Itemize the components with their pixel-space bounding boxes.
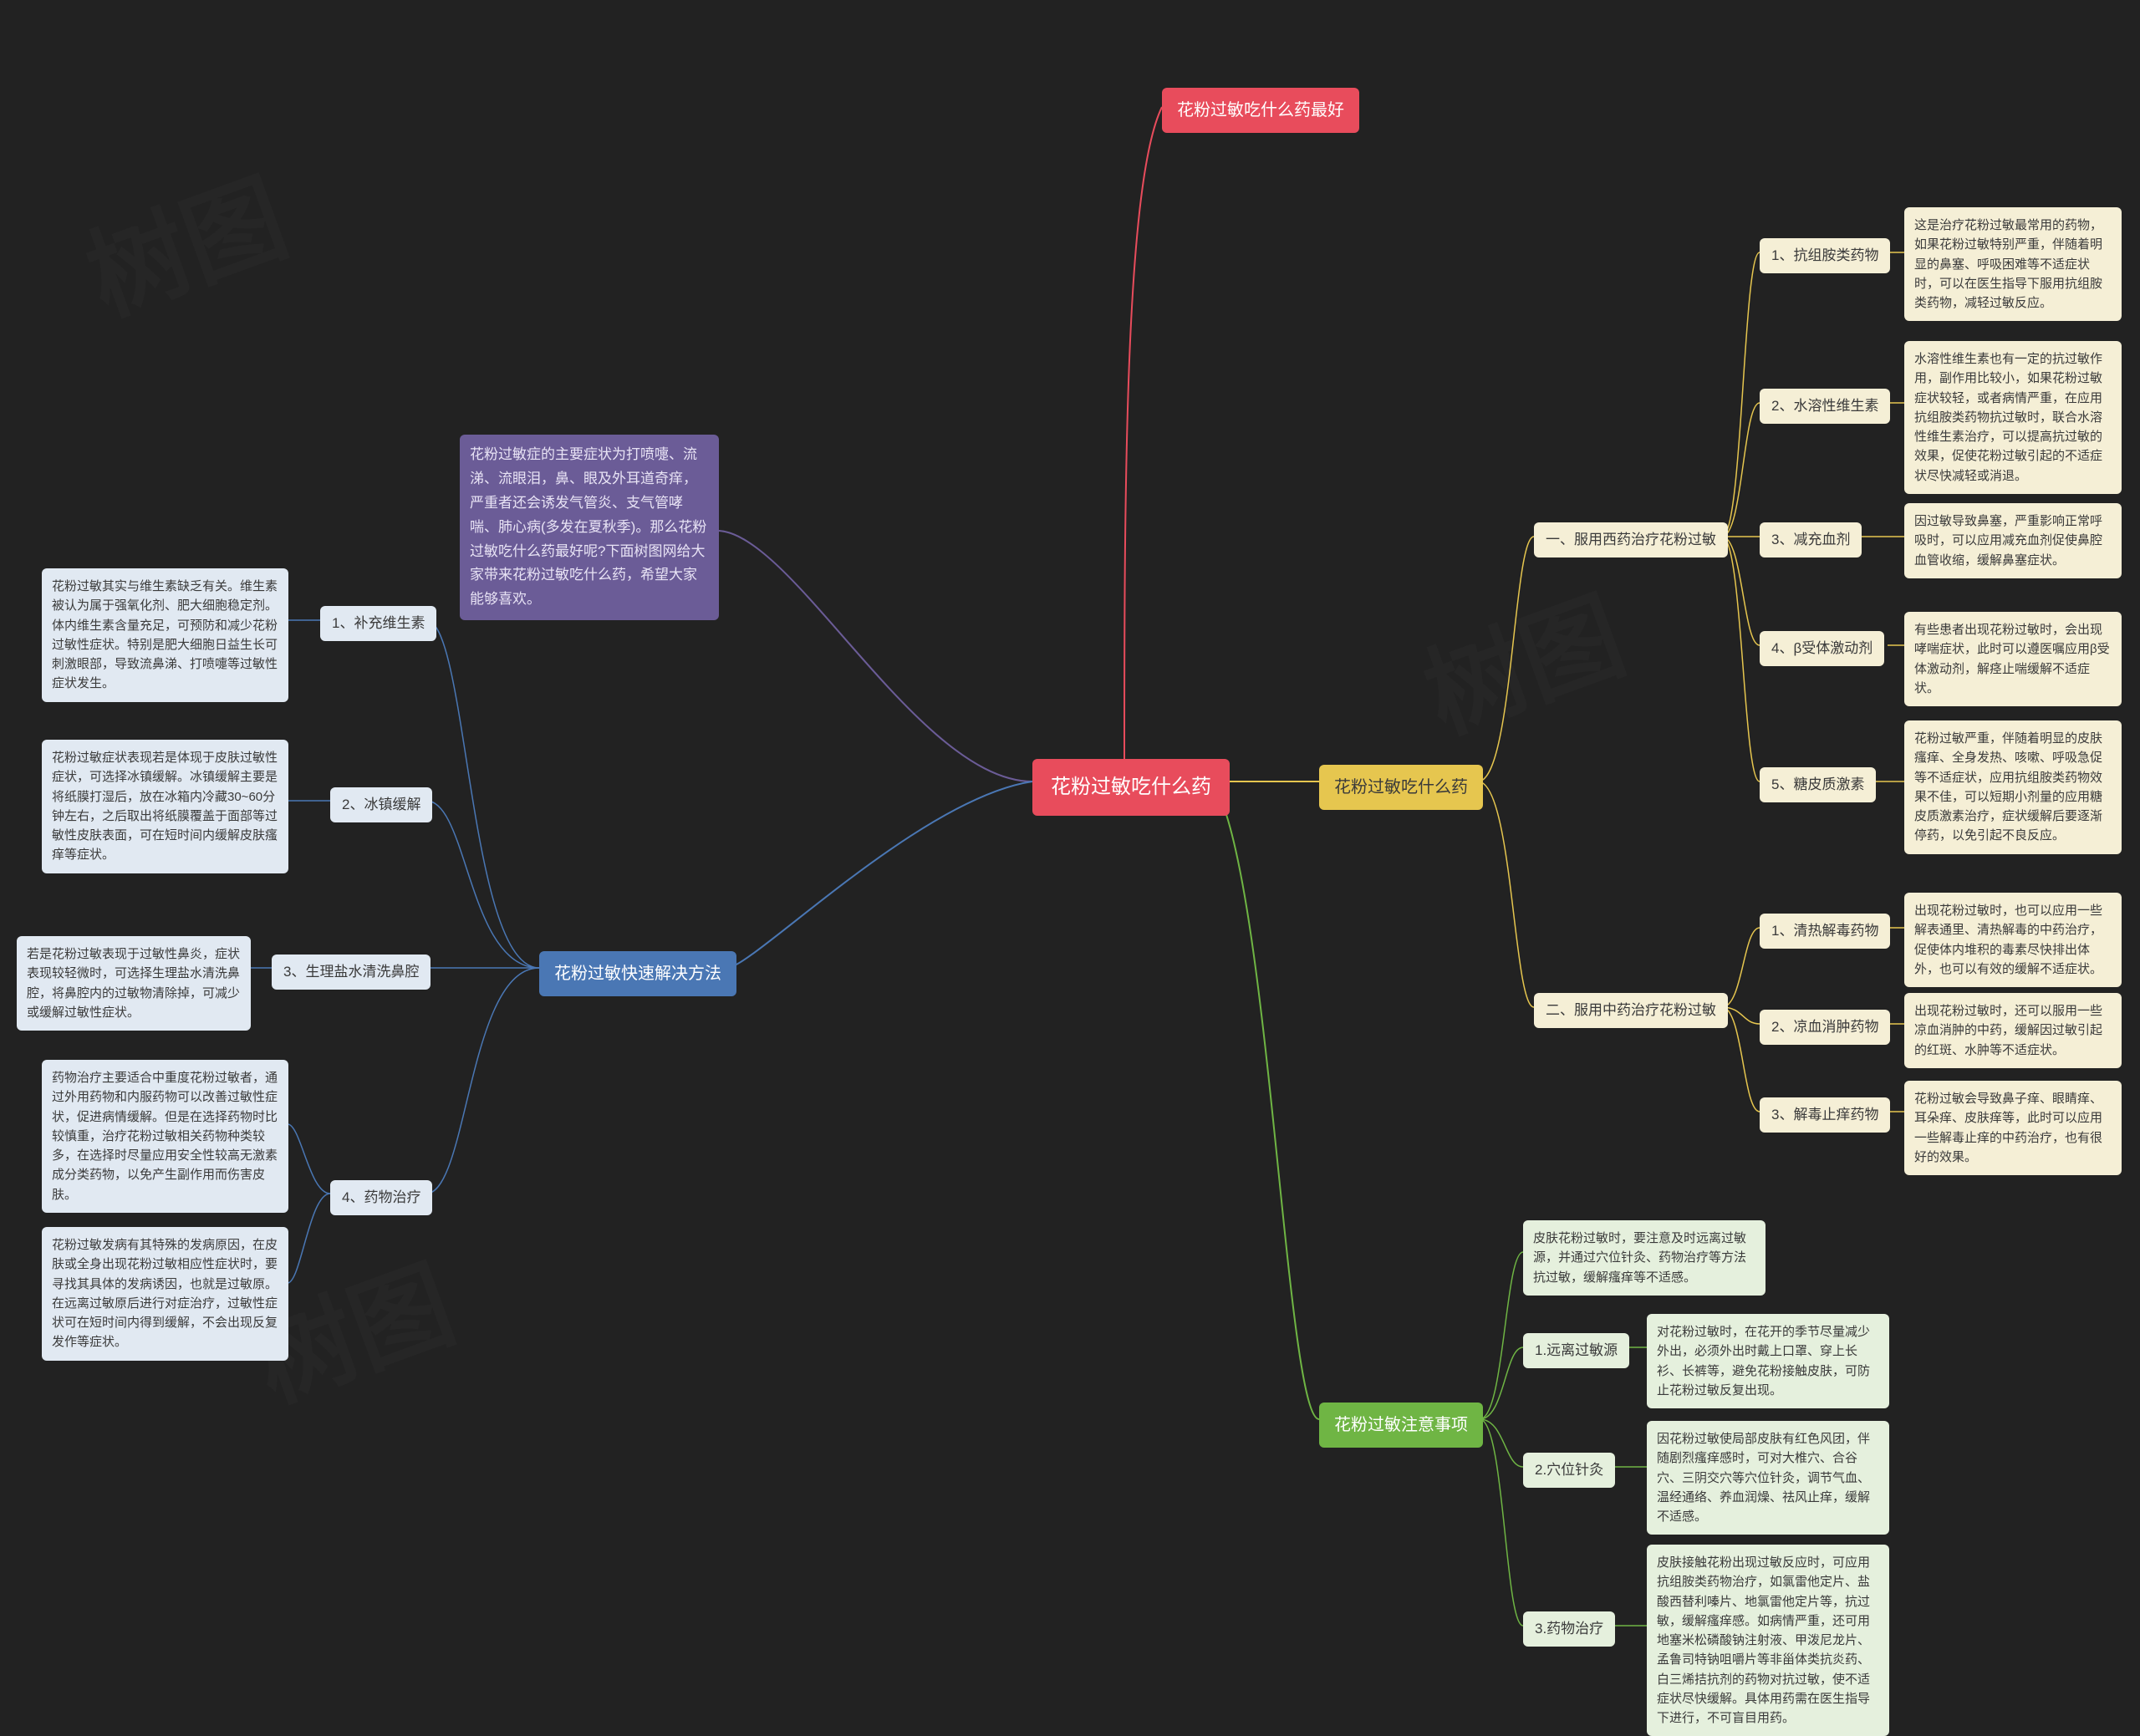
cn-item-2[interactable]: 2、凉血消肿药物: [1760, 1010, 1890, 1045]
note-intro: 皮肤花粉过敏时，要注意及时远离过敏源，并通过穴位针灸、药物治疗等方法抗过敏，缓解…: [1523, 1220, 1766, 1296]
center-node[interactable]: 花粉过敏吃什么药: [1032, 759, 1230, 816]
top-branch[interactable]: 花粉过敏吃什么药最好: [1162, 88, 1359, 133]
cn-desc-3: 花粉过敏会导致鼻子痒、眼睛痒、耳朵痒、皮肤痒等，此时可以应用一些解毒止痒的中药治…: [1904, 1081, 2122, 1175]
note-branch[interactable]: 花粉过敏注意事项: [1319, 1403, 1483, 1448]
note-desc-1: 对花粉过敏时，在花开的季节尽量减少外出，必须外出时戴上口罩、穿上长衫、长裤等，避…: [1647, 1314, 1889, 1408]
watermark: 树图: [1402, 555, 1640, 761]
quick-item-2[interactable]: 2、冰镇缓解: [330, 787, 432, 822]
quick-desc-3: 若是花粉过敏表现于过敏性鼻炎，症状表现较轻微时，可选择生理盐水清洗鼻腔，将鼻腔内…: [17, 936, 251, 1031]
med-west[interactable]: 一、服用西药治疗花粉过敏: [1534, 522, 1728, 557]
quick-item-3[interactable]: 3、生理盐水清洗鼻腔: [272, 955, 431, 990]
note-item-1[interactable]: 1.远离过敏源: [1523, 1333, 1629, 1368]
quick-desc-4b: 花粉过敏发病有其特殊的发病原因，在皮肤或全身出现花粉过敏相应性症状时，要寻找其具…: [42, 1227, 288, 1361]
quick-branch[interactable]: 花粉过敏快速解决方法: [539, 951, 736, 996]
west-desc-5: 花粉过敏严重，伴随着明显的皮肤瘙痒、全身发热、咳嗽、呼吸急促等不适症状，应用抗组…: [1904, 720, 2122, 854]
cn-item-3[interactable]: 3、解毒止痒药物: [1760, 1097, 1890, 1133]
note-desc-2: 因花粉过敏使局部皮肤有红色风团，伴随剧烈瘙痒感时，可对大椎穴、合谷穴、三阴交穴等…: [1647, 1421, 1889, 1535]
west-item-4[interactable]: 4、β受体激动剂: [1760, 631, 1884, 666]
west-desc-2: 水溶性维生素也有一定的抗过敏作用，副作用比较小，如果花粉过敏症状较轻，或者病情严…: [1904, 341, 2122, 494]
intro-text: 花粉过敏症的主要症状为打喷嚏、流涕、流眼泪，鼻、眼及外耳道奇痒，严重者还会诱发气…: [460, 435, 719, 620]
cn-desc-1: 出现花粉过敏时，也可以应用一些解表通里、清热解毒的中药治疗，促使体内堆积的毒素尽…: [1904, 893, 2122, 987]
west-item-3[interactable]: 3、减充血剂: [1760, 522, 1862, 557]
west-item-2[interactable]: 2、水溶性维生素: [1760, 389, 1890, 424]
west-desc-1: 这是治疗花粉过敏最常用的药物，如果花粉过敏特别严重，伴随着明显的鼻塞、呼吸困难等…: [1904, 207, 2122, 321]
note-desc-3: 皮肤接触花粉出现过敏反应时，可应用抗组胺类药物治疗，如氯雷他定片、盐酸西替利嗪片…: [1647, 1545, 1889, 1736]
watermark: 树图: [64, 137, 303, 343]
quick-desc-4a: 药物治疗主要适合中重度花粉过敏者，通过外用药物和内服药物可以改善过敏性症状，促进…: [42, 1060, 288, 1213]
cn-desc-2: 出现花粉过敏时，还可以服用一些凉血消肿的中药，缓解因过敏引起的红斑、水肿等不适症…: [1904, 993, 2122, 1068]
west-desc-4: 有些患者出现花粉过敏时，会出现哮喘症状，此时可以遵医嘱应用β受体激动剂，解痉止喘…: [1904, 612, 2122, 706]
quick-desc-2: 花粉过敏症状表现若是体现于皮肤过敏性症状，可选择冰镇缓解。冰镇缓解主要是将纸膜打…: [42, 740, 288, 873]
med-branch[interactable]: 花粉过敏吃什么药: [1319, 765, 1483, 810]
west-item-5[interactable]: 5、糖皮质激素: [1760, 767, 1876, 802]
quick-item-4[interactable]: 4、药物治疗: [330, 1180, 432, 1215]
cn-item-1[interactable]: 1、清热解毒药物: [1760, 914, 1890, 949]
note-item-2[interactable]: 2.穴位针灸: [1523, 1453, 1615, 1488]
quick-item-1[interactable]: 1、补充维生素: [320, 606, 436, 641]
med-cn[interactable]: 二、服用中药治疗花粉过敏: [1534, 993, 1728, 1028]
west-item-1[interactable]: 1、抗组胺类药物: [1760, 238, 1890, 273]
quick-desc-1: 花粉过敏其实与维生素缺乏有关。维生素被认为属于强氧化剂、肥大细胞稳定剂。体内维生…: [42, 568, 288, 702]
west-desc-3: 因过敏导致鼻塞，严重影响正常呼吸时，可以应用减充血剂促使鼻腔血管收缩，缓解鼻塞症…: [1904, 503, 2122, 578]
note-item-3[interactable]: 3.药物治疗: [1523, 1611, 1615, 1647]
